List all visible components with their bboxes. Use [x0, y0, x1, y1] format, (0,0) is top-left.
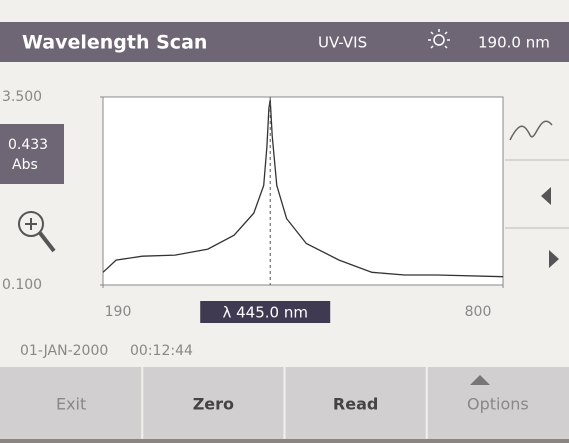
button-label: Options [467, 395, 529, 414]
date: 01-JAN-2000 [20, 343, 108, 359]
readout-box [0, 124, 64, 184]
x-tick-label: 800 [465, 304, 492, 320]
cursor-right-button[interactable] [505, 228, 569, 296]
mode: UV-VIS [318, 34, 367, 52]
plot-area [103, 97, 503, 285]
page: {"header": {"title": "Wavelength Scan", … [0, 0, 569, 439]
button-label: Read [333, 395, 378, 414]
readout-value: 0.433 [8, 137, 48, 153]
cursor-label: λ 445.0 nm [222, 304, 307, 322]
screen-title: Wavelength Scan [22, 32, 207, 54]
y-tick-label: 0.100 [2, 277, 42, 293]
button-label: Zero [193, 395, 234, 414]
x-tick-label: 190 [105, 304, 132, 320]
time: 00:12:44 [130, 343, 193, 359]
readout-unit: Abs [12, 157, 38, 173]
screen: Wavelength Scan UV-VIS 190.0 nm 0.433 Ab… [0, 0, 569, 439]
cursor-left-button[interactable] [505, 160, 569, 228]
y-tick-label: 3.500 [2, 89, 42, 105]
button-label: Exit [56, 395, 86, 414]
header-wavelength: 190.0 nm [478, 34, 550, 52]
